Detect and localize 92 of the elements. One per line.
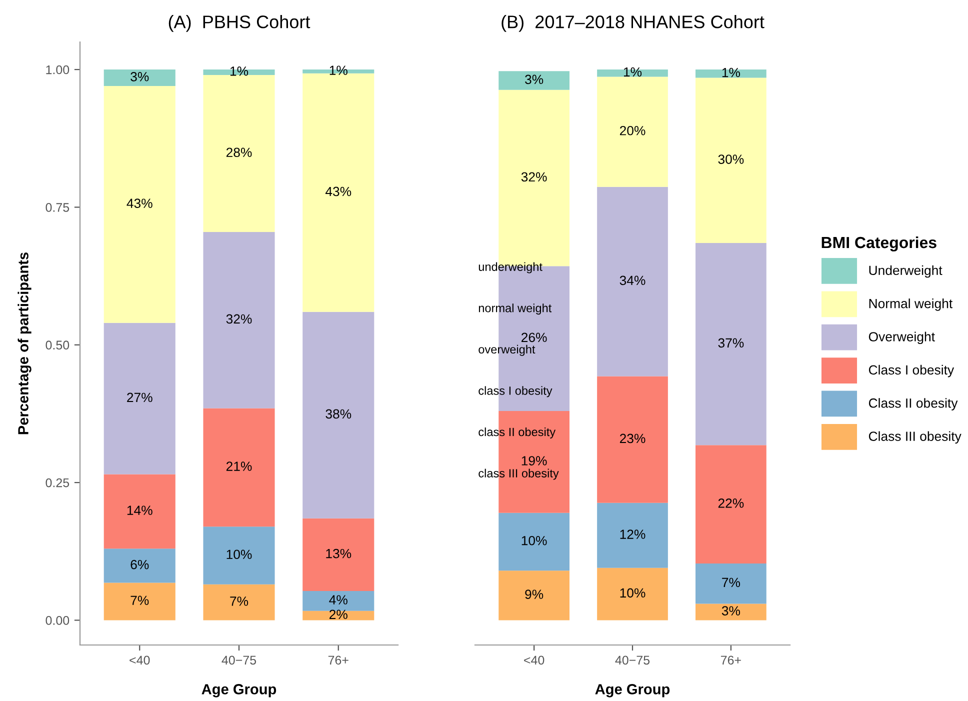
legend-label: Normal weight — [869, 298, 953, 311]
data-label: 9% — [525, 590, 544, 599]
bar — [203, 526, 275, 584]
bar — [696, 445, 766, 564]
bar — [498, 512, 570, 571]
x-tick-label: 76+ — [720, 656, 741, 665]
data-label: 23% — [620, 434, 646, 444]
y-tick-label: 0.25 — [46, 478, 70, 488]
bar — [203, 75, 275, 232]
bar — [302, 518, 374, 592]
data-label: 32% — [521, 172, 547, 182]
data-label: 20% — [620, 126, 646, 136]
x-tick-label: 40−75 — [222, 656, 256, 665]
data-label: 14% — [127, 506, 152, 515]
data-label: 3% — [722, 606, 740, 616]
data-label: 28% — [226, 148, 252, 158]
x-axis-title: Age Group — [595, 684, 670, 698]
legend-label: Class II obesity — [868, 398, 958, 410]
x-tick-label: <40 — [524, 656, 544, 665]
data-label: 12% — [620, 530, 646, 539]
data-label: 3% — [525, 74, 544, 84]
bar — [696, 70, 766, 78]
data-label: 1% — [722, 68, 740, 78]
data-label: 7% — [230, 596, 248, 606]
bar — [696, 604, 766, 620]
data-label: 27% — [127, 392, 152, 402]
bar — [203, 408, 275, 527]
bar — [597, 568, 668, 620]
legend-label: Class III obesity — [868, 431, 962, 444]
data-label: 2% — [330, 610, 348, 620]
bar — [104, 322, 176, 474]
data-label: 10% — [522, 536, 547, 546]
y-axis-title: Percentage of participants — [18, 252, 32, 434]
data-label: 34% — [620, 276, 646, 286]
bar — [597, 376, 668, 503]
data-label: 7% — [722, 578, 740, 588]
chart-title: (A) PBHS Cohort — [168, 15, 310, 32]
x-tick-label: 40−75 — [615, 656, 650, 665]
bar — [302, 73, 374, 312]
data-label: 43% — [126, 198, 152, 208]
y-tick-label: 0.75 — [46, 203, 70, 212]
x-tick-label: 76+ — [328, 656, 348, 665]
bar — [498, 71, 570, 90]
y-tick-label: 1.00 — [46, 65, 70, 74]
bar — [104, 548, 176, 583]
x-axis-title: Age Group — [202, 684, 276, 698]
legend-label: Overweight — [868, 332, 935, 344]
data-label: 10% — [620, 588, 646, 598]
bar — [696, 564, 766, 604]
bar — [696, 78, 766, 243]
legend-title: BMI Categories — [822, 236, 936, 252]
bar — [696, 243, 766, 446]
x-tick-label: <40 — [130, 656, 150, 665]
bar — [104, 582, 176, 620]
data-label: 3% — [130, 72, 149, 82]
bar — [104, 474, 176, 549]
annotation: underweight — [478, 262, 542, 274]
data-label: 32% — [226, 314, 252, 324]
data-label: 26% — [522, 332, 547, 342]
y-tick-label: 0.50 — [46, 340, 70, 350]
data-label: 10% — [226, 550, 252, 560]
data-label: 1% — [230, 66, 248, 76]
data-label: 43% — [325, 186, 352, 196]
bar — [104, 86, 176, 323]
chart-title: (B) 2017–2018 NHANES Cohort — [502, 15, 764, 32]
bar — [597, 76, 668, 187]
annotation: class I obesity — [478, 386, 552, 398]
data-label: 19% — [522, 456, 547, 466]
legend-label: Underweight — [869, 265, 942, 278]
legend-label: Class I obesity — [868, 364, 954, 378]
data-label: 21% — [226, 462, 252, 471]
data-label: 13% — [326, 548, 352, 558]
bar — [498, 570, 570, 620]
data-label: 37% — [718, 338, 744, 348]
bar — [203, 584, 275, 620]
data-label: 1% — [624, 67, 642, 77]
annotation: normal weight — [478, 304, 552, 315]
data-label: 22% — [718, 498, 744, 508]
bar — [597, 502, 668, 568]
data-label: 1% — [330, 66, 348, 75]
y-tick-label: 0.00 — [46, 616, 70, 625]
data-label: 4% — [329, 595, 348, 604]
bar — [302, 312, 374, 518]
data-label: 7% — [130, 596, 149, 605]
annotation: overweight — [478, 344, 536, 356]
bar — [104, 70, 176, 86]
data-label: 30% — [718, 154, 744, 164]
bar — [597, 186, 668, 376]
data-label: 6% — [130, 560, 149, 570]
data-label: 38% — [326, 409, 352, 419]
bar — [203, 232, 275, 408]
bar — [302, 591, 374, 611]
